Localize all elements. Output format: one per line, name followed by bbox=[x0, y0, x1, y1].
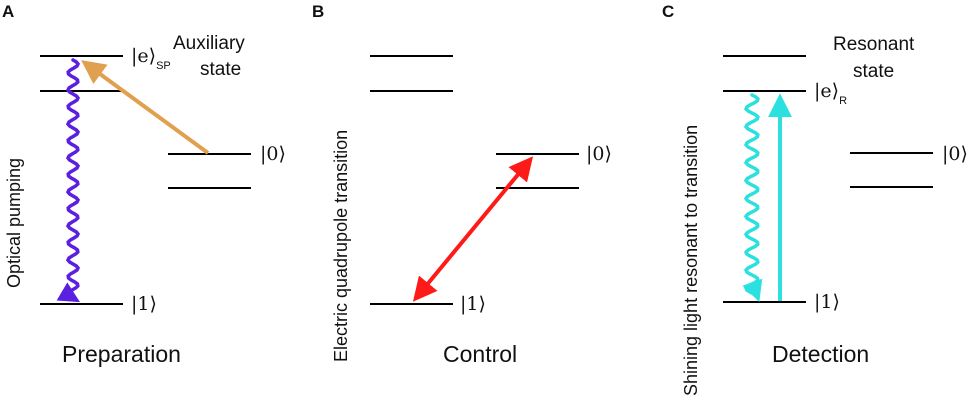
auxiliary-state-label-line2: state bbox=[200, 59, 241, 80]
optical-pumping-wavy-arrow bbox=[56, 58, 81, 303]
optical-pumping-label: Optical pumping bbox=[4, 158, 24, 288]
resonant-state-label-line1: Resonant bbox=[833, 34, 915, 55]
panel-b-caption: Control bbox=[443, 341, 517, 367]
panel-c-caption: Detection bbox=[772, 341, 869, 367]
auxiliary-state-label-line1: Auxiliary bbox=[173, 33, 245, 54]
panel-c-letter: C bbox=[662, 2, 674, 21]
panel-a: A |e⟩SP Auxiliary state |0⟩ |1⟩ Optical … bbox=[2, 2, 286, 367]
panel-a-ket-e: |e⟩SP bbox=[131, 45, 171, 72]
panel-c-ket-1: |1⟩ bbox=[814, 291, 840, 313]
quadrupole-transition-arrow bbox=[412, 156, 534, 302]
panel-c-ket-e: |e⟩R bbox=[814, 80, 847, 107]
panel-b: B |0⟩ |1⟩ Electric quadrupole transition… bbox=[312, 2, 612, 367]
detection-label: Shining light resonant to transition bbox=[681, 125, 701, 396]
panel-a-ket-1: |1⟩ bbox=[131, 293, 157, 315]
quadrupole-transition-label: Electric quadrupole transition bbox=[331, 130, 351, 362]
detection-emission-wavy-arrow bbox=[742, 93, 763, 302]
panel-a-letter: A bbox=[2, 2, 14, 21]
panel-b-ket-0: |0⟩ bbox=[586, 143, 612, 165]
panel-a-caption: Preparation bbox=[62, 341, 181, 367]
panel-c: C |e⟩R Resonant state |0⟩ |1⟩ Shining li… bbox=[662, 2, 968, 396]
resonant-state-label-line2: state bbox=[853, 61, 894, 82]
panel-a-ket-0: |0⟩ bbox=[260, 143, 286, 165]
auxiliary-state-arrow bbox=[81, 60, 210, 155]
panel-b-ket-1: |1⟩ bbox=[460, 293, 486, 315]
panel-b-letter: B bbox=[312, 2, 324, 21]
panel-c-ket-0: |0⟩ bbox=[942, 143, 968, 165]
